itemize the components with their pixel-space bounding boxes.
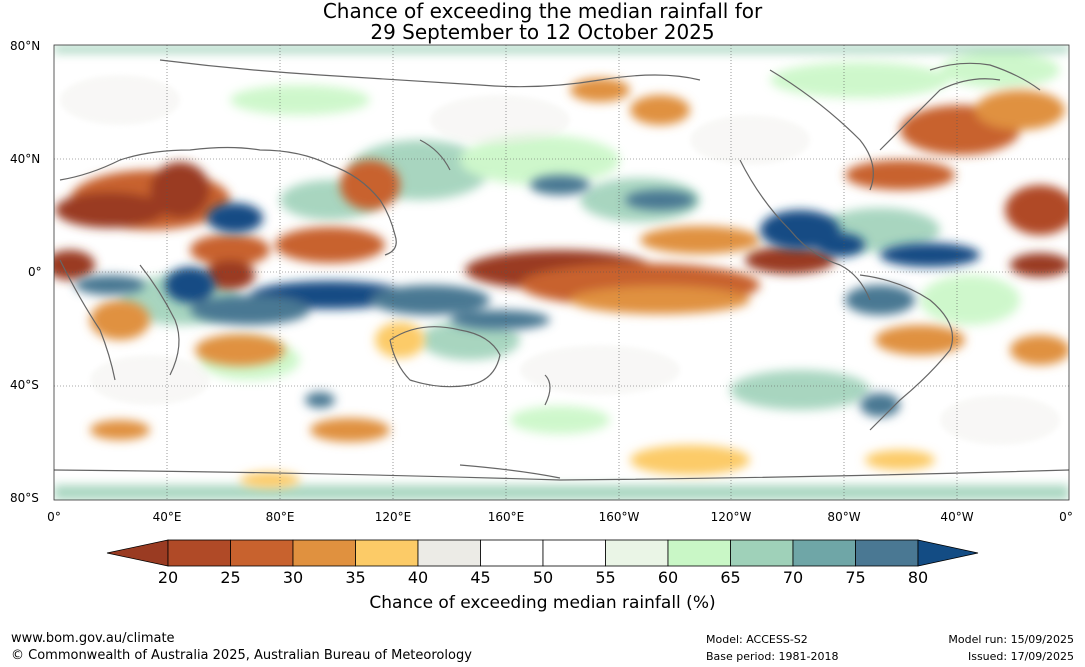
colorbar-segment: [355, 539, 419, 567]
colorbar-segment: [167, 539, 231, 567]
colorbar: [106, 539, 979, 567]
colorbar-tick-label: 50: [532, 568, 554, 587]
lat-label-40n: 40°N: [10, 152, 41, 166]
lat-label-40s: 40°S: [10, 378, 39, 392]
lat-label-0: 0°: [28, 265, 42, 279]
footer-url: www.bom.gov.au/climate: [11, 631, 175, 646]
colorbar-tick-label: 75: [845, 568, 866, 587]
graticule: [54, 45, 1069, 500]
colorbar-tick-label: 60: [657, 568, 679, 587]
map-frame: [53, 44, 1070, 501]
footer-issued: Issued: 17/09/2025: [967, 650, 1074, 663]
colorbar-tick-label: 65: [720, 568, 741, 587]
probability-field-dry: [54, 78, 1069, 488]
colorbar-tick-label: 30: [282, 568, 304, 587]
footer-copyright: © Commonwealth of Australia 2025, Austra…: [11, 648, 472, 663]
lon-label-80w: 80°W: [827, 510, 861, 524]
colorbar-segment: [542, 539, 606, 567]
colorbar-tick-label: 40: [407, 568, 429, 587]
footer-model-run: Model run: 15/09/2025: [948, 633, 1074, 646]
colorbar-segment: [480, 539, 544, 567]
footer-base-period: Base period: 1981-2018: [706, 650, 839, 663]
colorbar-segment: [230, 539, 294, 567]
lon-label-40e: 40°E: [152, 510, 182, 524]
colorbar-tick-label: 20: [157, 568, 179, 587]
colorbar-tick-label: 55: [595, 568, 616, 587]
colorbar-tick-label: 80: [907, 568, 929, 587]
colorbar-segment: [292, 539, 356, 567]
colorbar-tick-label: 35: [345, 568, 366, 587]
colorbar-segment: [417, 539, 481, 567]
lon-label-40w: 40°W: [940, 510, 974, 524]
colorbar-segment: [792, 539, 856, 567]
contour-texture: [60, 75, 1060, 445]
colorbar-segment: [855, 539, 919, 567]
probability-field-wet: [75, 175, 980, 417]
colorbar-tick-label: 45: [470, 568, 491, 587]
lon-label-0: 0°: [47, 510, 61, 524]
colorbar-extend-high: [917, 539, 979, 567]
map-title-line-1: Chance of exceeding the median rainfall …: [322, 0, 763, 23]
colorbar-tick-label: 70: [782, 568, 804, 587]
colorbar-label: Chance of exceeding median rainfall (%): [369, 593, 716, 613]
lon-label-160w: 160°W: [598, 510, 640, 524]
lon-label-0-east: 0°: [1059, 510, 1073, 524]
lon-label-160e: 160°E: [487, 510, 525, 524]
rainfall-map: [53, 44, 1070, 501]
colorbar-tick-label: 25: [220, 568, 241, 587]
lon-label-120e: 120°E: [374, 510, 412, 524]
lat-label-80s: 80°S: [10, 491, 39, 505]
lon-label-120w: 120°W: [710, 510, 752, 524]
colorbar-extend-low: [106, 539, 169, 567]
colorbar-segment: [730, 539, 794, 567]
footer-model: Model: ACCESS-S2: [706, 633, 808, 646]
coastlines: [54, 59, 1069, 481]
lat-label-80n: 80°N: [10, 39, 41, 53]
map-title-line-2: 29 September to 12 October 2025: [370, 20, 715, 44]
colorbar-segment: [667, 539, 731, 567]
colorbar-segment: [605, 539, 669, 567]
lon-label-80e: 80°E: [265, 510, 295, 524]
